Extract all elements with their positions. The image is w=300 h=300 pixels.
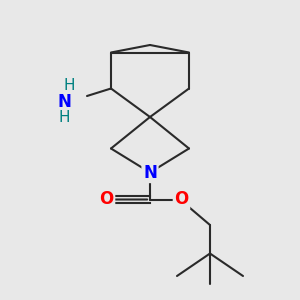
- Text: N: N: [58, 93, 71, 111]
- Text: H: H: [63, 78, 75, 93]
- Text: H: H: [59, 110, 70, 124]
- Text: N: N: [143, 164, 157, 181]
- Text: O: O: [99, 190, 114, 208]
- Text: O: O: [174, 190, 189, 208]
